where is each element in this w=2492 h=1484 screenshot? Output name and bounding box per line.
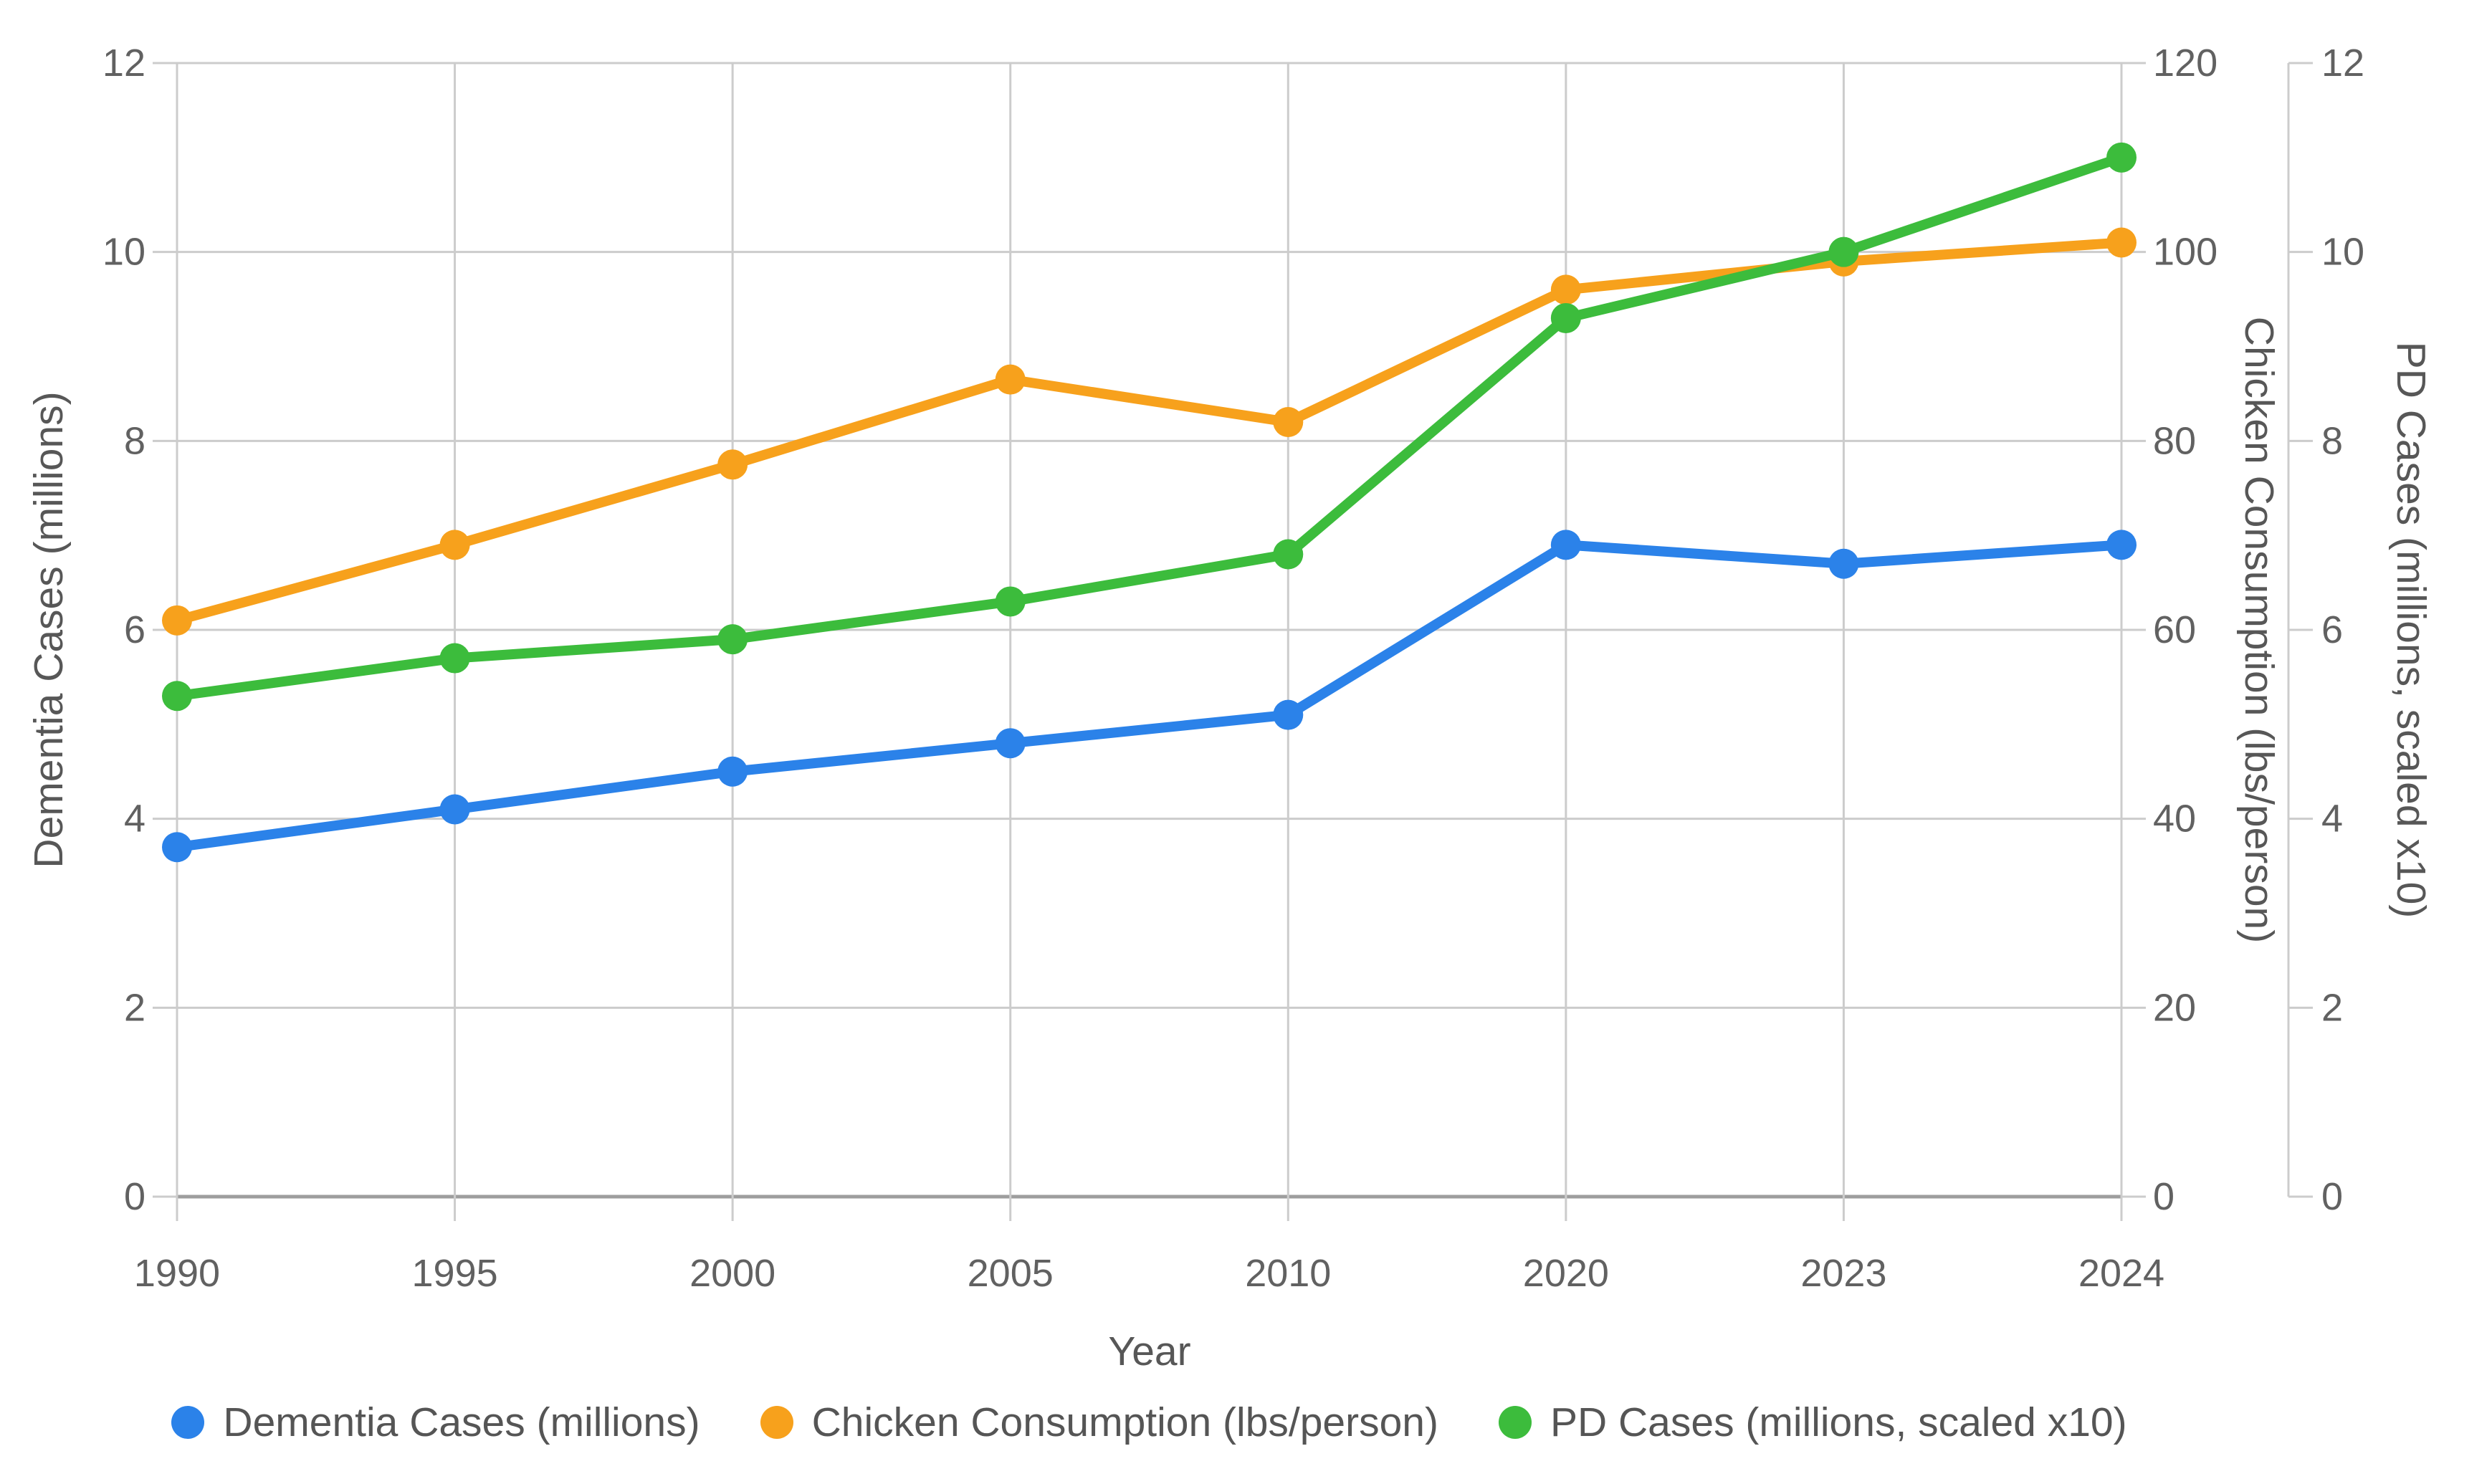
pd-axis-tick-label: 6 (2321, 608, 2343, 651)
legend-label: PD Cases (millions, scaled x10) (1550, 1399, 2127, 1445)
chicken-axis-tick-label: 80 (2153, 419, 2196, 462)
data-point (2106, 530, 2137, 560)
pd-axis-tick-label: 12 (2321, 42, 2364, 85)
data-point (439, 643, 470, 674)
data-point (1550, 274, 1581, 305)
x-axis-tick-label: 2024 (2078, 1252, 2164, 1295)
x-axis-tick-label: 2020 (1523, 1252, 1609, 1295)
x-axis-tick-label: 2023 (1800, 1252, 1886, 1295)
legend-label: Chicken Consumption (lbs/person) (811, 1399, 1438, 1445)
data-point (439, 794, 470, 825)
data-point (1273, 539, 1304, 570)
chicken-axis-tick-label: 20 (2153, 986, 2196, 1029)
pd-axis-tick-label: 4 (2321, 798, 2343, 841)
data-point (162, 832, 192, 863)
legend-marker-icon (1499, 1406, 1532, 1439)
left-axis-tick-label: 6 (124, 608, 145, 651)
legend-label: Dementia Cases (millions) (223, 1399, 700, 1445)
left-axis-tick-label: 4 (124, 798, 145, 841)
chicken-axis-tick-label: 120 (2153, 42, 2218, 85)
legend-item: Dementia Cases (millions) (171, 1399, 700, 1446)
data-point (717, 756, 748, 787)
grid-layer (153, 62, 2313, 1221)
data-point (995, 586, 1026, 617)
series-line-2 (172, 152, 2126, 702)
data-point (1273, 699, 1304, 730)
chicken-axis-title: Chicken Consumption (lbs/person) (2236, 317, 2282, 943)
chicken-axis-tick-label: 0 (2153, 1175, 2174, 1218)
data-point (1273, 406, 1304, 437)
pd-axis-tick-label: 0 (2321, 1175, 2343, 1218)
chicken-axis-tick-label: 60 (2153, 608, 2196, 651)
data-point (162, 681, 192, 712)
pd-axis-title: PD Cases (millions, scaled x10) (2388, 342, 2434, 919)
chart-legend: Dementia Cases (millions) Chicken Consump… (171, 1399, 2127, 1446)
left-axis-tick-label: 12 (102, 42, 145, 85)
legend-marker-icon (760, 1406, 793, 1439)
legend-marker-icon (171, 1406, 205, 1439)
pd-axis-tick-label: 2 (2321, 986, 2343, 1029)
series-line-0 (172, 540, 2126, 853)
data-point (1828, 236, 1859, 267)
data-point (1550, 530, 1581, 560)
data-point (995, 728, 1026, 759)
x-axis-tick-label: 1990 (134, 1252, 220, 1295)
chicken-axis-tick-label: 100 (2153, 231, 2218, 274)
data-point (2106, 142, 2137, 173)
data-point (162, 605, 192, 636)
x-axis-tick-label: 2010 (1245, 1252, 1331, 1295)
x-axis-tick-label: 2005 (968, 1252, 1054, 1295)
series-layer (162, 142, 2137, 863)
x-axis-tick-label: 2000 (689, 1252, 775, 1295)
data-point (1550, 302, 1581, 333)
x-axis-title: Year (1108, 1329, 1190, 1374)
chicken-axis-tick-label: 40 (2153, 798, 2196, 841)
pd-axis-tick-label: 8 (2321, 419, 2343, 462)
data-point (1828, 548, 1859, 579)
left-axis-tick-label: 2 (124, 986, 145, 1029)
data-point (717, 624, 748, 655)
data-point (717, 449, 748, 480)
legend-item: PD Cases (millions, scaled x10) (1499, 1399, 2127, 1446)
pd-axis-tick-label: 10 (2321, 231, 2364, 274)
left-axis-tick-label: 10 (102, 231, 145, 274)
data-point (439, 530, 470, 560)
data-point (2106, 227, 2137, 258)
x-axis-tick-label: 1995 (412, 1252, 498, 1295)
left-axis-tick-label: 8 (124, 419, 145, 462)
left-axis-title: Dementia Cases (millions) (26, 391, 72, 868)
legend-item: Chicken Consumption (lbs/person) (760, 1399, 1438, 1446)
left-axis-tick-label: 0 (124, 1175, 145, 1218)
data-point (995, 364, 1026, 395)
